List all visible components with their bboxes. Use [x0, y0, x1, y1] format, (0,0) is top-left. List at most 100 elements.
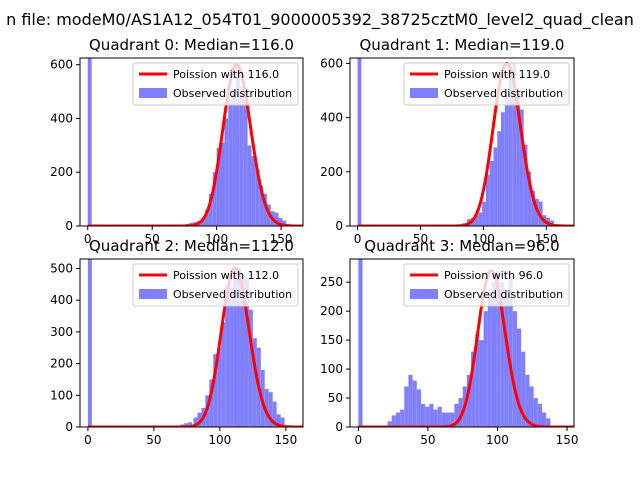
poisson-curve — [357, 61, 574, 226]
y-tick-label: 100 — [320, 362, 343, 376]
histogram-bar — [420, 403, 426, 427]
histogram-bar — [228, 99, 233, 226]
legend-box — [132, 62, 299, 106]
x-tick-label: 100 — [208, 433, 231, 447]
histogram-bar — [201, 217, 206, 226]
histogram-bar — [221, 322, 226, 427]
histogram-bar — [475, 334, 480, 427]
y-tick-label: 200 — [50, 357, 73, 371]
histogram-bar — [425, 406, 430, 427]
histogram-bar — [239, 86, 244, 226]
y-tick-label: 100 — [50, 388, 73, 402]
x-tick-label: 50 — [413, 232, 428, 246]
y-tick-label: 200 — [320, 165, 343, 179]
histogram-bar — [184, 423, 189, 427]
poisson-curve — [87, 267, 303, 427]
x-tick-label: 50 — [146, 433, 161, 447]
histogram-bar — [404, 386, 409, 427]
histogram-bar — [504, 93, 509, 226]
histogram-bar — [259, 185, 264, 226]
histogram-bar — [485, 174, 490, 226]
x-tick-label: 100 — [205, 232, 228, 246]
x-tick-label: 150 — [556, 433, 579, 447]
histogram-bar — [224, 118, 229, 226]
histogram-bar — [429, 403, 434, 427]
subplot-quadrant-1: 0 50 100 150 0 200 400 600 Poission with 119.0 Ob… — [320, 36, 575, 246]
histogram-bar — [501, 112, 505, 226]
histogram-bar — [523, 144, 528, 226]
histogram-bar — [272, 401, 277, 427]
histogram-bar — [512, 311, 517, 427]
y-tick-label: 400 — [50, 293, 73, 307]
histogram-bar — [527, 171, 532, 226]
histogram-bar — [529, 386, 534, 427]
histogram-bar — [255, 169, 260, 226]
histogram-bar — [264, 388, 269, 427]
histogram-bar — [521, 351, 526, 427]
histogram-bar — [233, 274, 238, 427]
legend-swatch-observed — [139, 289, 167, 299]
histogram-bar — [213, 354, 218, 427]
y-tick-label: 600 — [50, 58, 73, 72]
histogram-bar — [482, 201, 486, 226]
histogram-bar — [391, 415, 396, 427]
plot-area — [357, 58, 574, 226]
subplots-grid: 0 50 100 150 0 200 400 600 Poission with 116.0 Ob… — [50, 36, 578, 447]
axes-frame — [79, 57, 304, 227]
poisson-curve — [87, 63, 303, 226]
histogram-bar — [278, 217, 283, 226]
histogram-bar — [248, 309, 253, 427]
histogram-bar — [542, 412, 547, 427]
y-tick-label: 0 — [335, 219, 343, 233]
y-tick-label: 150 — [320, 333, 343, 347]
histogram-bar — [237, 268, 241, 427]
legend-box — [132, 263, 299, 307]
histogram-bar — [496, 270, 501, 427]
histogram-bar — [188, 422, 193, 427]
x-tick-label: 0 — [84, 433, 92, 447]
histogram-bar — [508, 74, 513, 226]
histogram-bar — [197, 412, 202, 427]
histogram-bar — [531, 190, 535, 226]
x-tick-label: 150 — [270, 232, 293, 246]
legend-label-poisson: Poission with 112.0 — [173, 269, 279, 282]
legend-swatch-observed — [410, 88, 438, 98]
histogram-bar — [87, 259, 92, 427]
histogram-bar — [244, 278, 249, 427]
histogram-bar — [519, 109, 524, 226]
histogram-bar — [450, 412, 455, 427]
histogram-bar — [525, 374, 530, 427]
poisson-curve — [358, 269, 574, 427]
histogram-bar — [268, 392, 273, 427]
x-tick-label: 50 — [145, 232, 160, 246]
histogram-bar — [358, 259, 363, 427]
histogram-bar — [87, 58, 92, 226]
histogram-bar — [483, 311, 488, 427]
x-tick-label: 100 — [472, 232, 495, 246]
plot-area — [87, 259, 303, 427]
histogram-bar — [491, 282, 497, 427]
histogram-bar — [252, 338, 257, 427]
y-tick-label: 0 — [65, 420, 73, 434]
histogram-bar — [208, 193, 213, 226]
subplot-title: Quadrant 2: Median=112.0 — [89, 237, 294, 255]
histogram-bar — [497, 131, 502, 226]
x-tick-label: 150 — [535, 232, 558, 246]
legend-box — [403, 62, 570, 106]
histogram-bar — [229, 287, 234, 427]
y-tick-label: 50 — [328, 391, 343, 405]
plot-area — [358, 259, 574, 427]
y-tick-label: 250 — [320, 275, 343, 289]
legend-label-observed: Observed distribution — [444, 288, 563, 301]
legend-swatch-observed — [139, 88, 167, 98]
histogram-bar — [280, 417, 285, 427]
histogram-bar — [479, 340, 484, 427]
histogram-bar — [500, 282, 505, 427]
legend-label-poisson: Poission with 96.0 — [444, 269, 543, 282]
histogram-bar — [412, 380, 417, 427]
histogram-bar — [240, 274, 245, 427]
histogram-bar — [276, 414, 281, 427]
histogram-bar — [446, 412, 451, 427]
histogram-bar — [263, 193, 267, 226]
histogram-bar — [537, 403, 542, 427]
